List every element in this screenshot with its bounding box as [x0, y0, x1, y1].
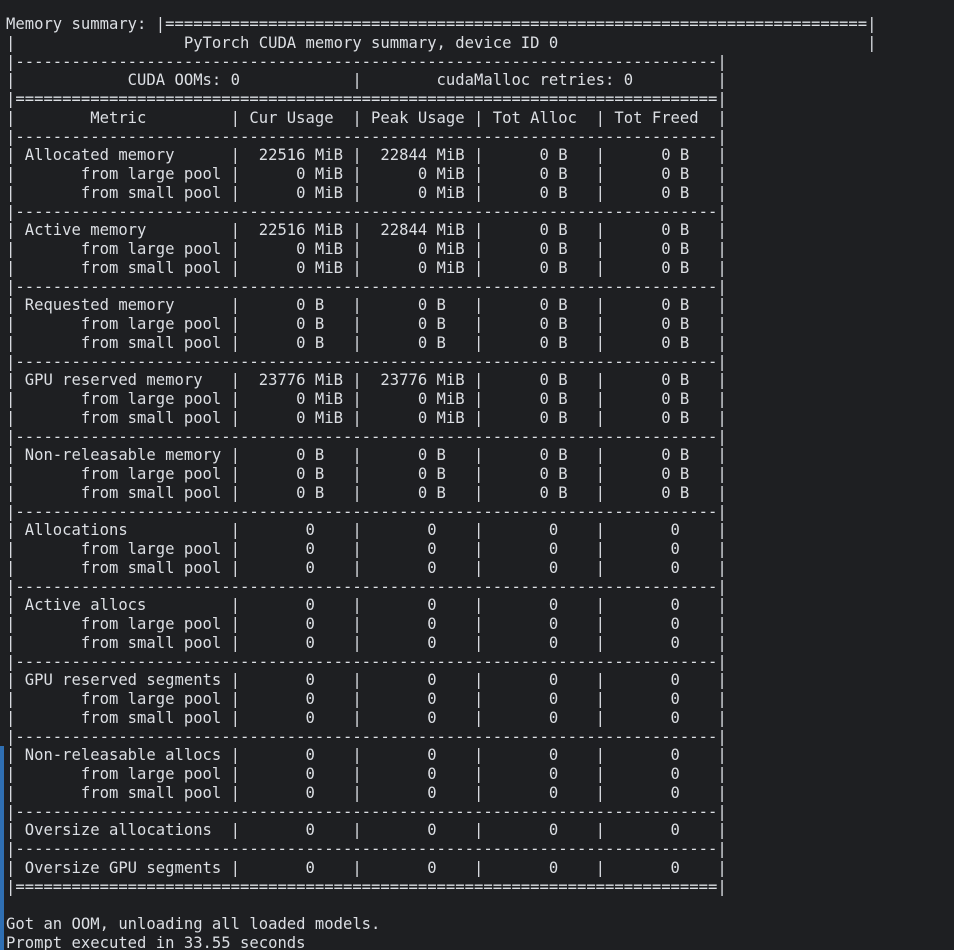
- terminal-line: | from large pool | 0 B | 0 B | 0 B | 0 …: [6, 465, 727, 483]
- scroll-position-marker: [0, 746, 4, 950]
- terminal-line: | from small pool | 0 | 0 | 0 | 0 |: [6, 633, 727, 652]
- terminal-line: | from large pool | 0 | 0 | 0 | 0 |: [6, 765, 727, 783]
- terminal-line: | Allocated memory | 22516 MiB | 22844 M…: [6, 146, 727, 165]
- terminal-line: |---------------------------------------…: [6, 352, 727, 371]
- terminal-line: Prompt executed in 33.55 seconds: [6, 933, 306, 950]
- terminal-line: | from large pool | 0 MiB | 0 MiB | 0 B …: [6, 240, 727, 258]
- terminal-line: | from small pool | 0 MiB | 0 MiB | 0 B …: [6, 183, 727, 202]
- terminal-line: | from small pool | 0 | 0 | 0 | 0 |: [6, 783, 727, 802]
- terminal-line: | from small pool | 0 | 0 | 0 | 0 |: [6, 558, 727, 577]
- terminal-line: | from large pool | 0 | 0 | 0 | 0 |: [6, 690, 727, 708]
- terminal-line: | Active allocs | 0 | 0 | 0 | 0 |: [6, 596, 727, 615]
- terminal-line: |---------------------------------------…: [6, 427, 727, 446]
- terminal-line: |---------------------------------------…: [6, 502, 727, 521]
- terminal-line: | Active memory | 22516 MiB | 22844 MiB …: [6, 221, 727, 240]
- terminal-line: | Non-releasable allocs | 0 | 0 | 0 | 0 …: [6, 746, 727, 765]
- terminal-line: | from large pool | 0 | 0 | 0 | 0 |: [6, 615, 727, 633]
- terminal-line: Memory summary: |=======================…: [6, 15, 877, 33]
- terminal-line: | PyTorch CUDA memory summary, device ID…: [6, 33, 877, 52]
- terminal-line: |---------------------------------------…: [6, 202, 727, 221]
- terminal-line: |---------------------------------------…: [6, 127, 727, 146]
- terminal-line: | Oversize allocations | 0 | 0 | 0 | 0 |: [6, 821, 727, 840]
- terminal-line: | GPU reserved memory | 23776 MiB | 2377…: [6, 371, 727, 390]
- terminal-line: | from small pool | 0 MiB | 0 MiB | 0 B …: [6, 258, 727, 277]
- terminal-line: | Metric | Cur Usage | Peak Usage | Tot …: [6, 108, 727, 127]
- terminal-line: | from small pool | 0 | 0 | 0 | 0 |: [6, 708, 727, 727]
- terminal-line: [6, 896, 876, 915]
- terminal-line: | from small pool | 0 B | 0 B | 0 B | 0 …: [6, 333, 727, 352]
- terminal-line: | GPU reserved segments | 0 | 0 | 0 | 0 …: [6, 671, 727, 690]
- terminal-line: | from small pool | 0 B | 0 B | 0 B | 0 …: [6, 483, 727, 502]
- terminal-line: | from large pool | 0 MiB | 0 MiB | 0 B …: [6, 390, 727, 408]
- terminal-line: |---------------------------------------…: [6, 840, 727, 858]
- terminal-line: | Non-releasable memory | 0 B | 0 B | 0 …: [6, 446, 727, 465]
- terminal-line: | CUDA OOMs: 0 | cudaMalloc retries: 0 |: [6, 71, 727, 90]
- terminal-line: | from large pool | 0 MiB | 0 MiB | 0 B …: [6, 165, 727, 183]
- terminal-line: Got an OOM, unloading all loaded models.: [6, 915, 381, 933]
- terminal-line: | Oversize GPU segments | 0 | 0 | 0 | 0 …: [6, 858, 727, 877]
- terminal-line: |=======================================…: [6, 90, 727, 108]
- terminal-line: |---------------------------------------…: [6, 652, 727, 671]
- terminal-line: | Allocations | 0 | 0 | 0 | 0 |: [6, 521, 727, 540]
- terminal-line: |---------------------------------------…: [6, 802, 727, 821]
- terminal-text: Memory summary: |=======================…: [6, 15, 876, 950]
- terminal-line: |---------------------------------------…: [6, 727, 727, 746]
- terminal-line: |=======================================…: [6, 877, 727, 896]
- terminal-line: | from large pool | 0 B | 0 B | 0 B | 0 …: [6, 315, 727, 333]
- terminal-line: |---------------------------------------…: [6, 577, 727, 596]
- terminal-line: | from large pool | 0 | 0 | 0 | 0 |: [6, 540, 727, 558]
- terminal-line: | from small pool | 0 MiB | 0 MiB | 0 B …: [6, 408, 727, 427]
- terminal-line: | Requested memory | 0 B | 0 B | 0 B | 0…: [6, 296, 727, 315]
- terminal-line: |---------------------------------------…: [6, 52, 727, 71]
- terminal-line: |---------------------------------------…: [6, 277, 727, 296]
